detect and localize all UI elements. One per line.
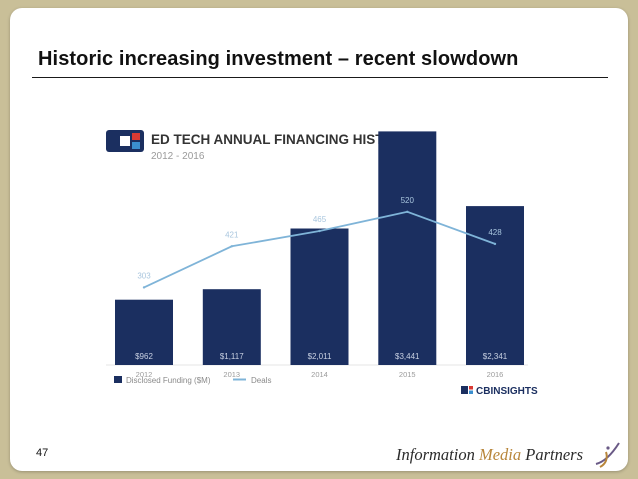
cbinsights-source-logo: CBINSIGHTS [461,386,538,397]
slide-title: Historic increasing investment – recent … [38,48,519,70]
bars-layer: $962 $1,117 $2,011 $3,441 $2,341 [115,131,524,365]
deals-point-2014 [318,229,321,233]
deals-label-2013: 421 [225,230,239,239]
legend: Disclosed Funding ($M) Deals [114,376,271,385]
deals-label-2012: 303 [137,271,151,280]
x-tick-label-2015: 2015 [399,370,416,379]
bar-2016 [466,206,524,365]
slide: Historic increasing investment – recent … [10,8,628,471]
bar-2014 [290,228,349,365]
x-tick-label-2013: 2013 [223,370,240,379]
bar-value-label-2016: $2,341 [483,352,508,361]
x-tick-labels: 2012 2013 2014 2015 2016 [136,370,504,379]
deals-point-2013 [230,245,233,248]
deals-label-2014: 465 [313,215,327,224]
x-tick-label-2012: 2012 [136,370,153,379]
x-tick-label-2016: 2016 [487,370,504,379]
x-tick-label-2014: 2014 [311,370,328,379]
brand-highlight: Media [478,445,522,464]
bar-value-label-2014: $2,011 [308,352,332,361]
deals-label-2016: 428 [488,228,502,237]
legend-label-deals: Deals [251,376,271,385]
brand-wordmark: Information Media Partners [396,445,583,465]
legend-label-funding: Disclosed Funding ($M) [126,376,211,385]
bar-value-label-2015: $3,441 [395,352,420,361]
bar-value-label-2012: $962 [135,352,153,361]
bar-2012 [115,299,173,365]
bar-2015 [378,131,437,365]
deals-point-2015 [406,210,409,213]
legend-swatch-funding [114,376,122,383]
deals-label-2015: 520 [401,196,415,205]
deals-point-2016 [493,242,497,246]
brand-suffix: Partners [521,445,583,464]
deals-line-layer: 303 421 465 520 428 [137,196,502,289]
information-media-partners-logo: Information Media Partners [396,440,626,470]
title-divider [32,77,608,78]
cb-insights-logo-icon [106,130,144,152]
brand-swoosh-icon [595,442,620,468]
chart-subtitle: 2012 - 2016 [151,151,205,162]
deals-point-2012 [142,286,146,289]
chart-title: ED TECH ANNUAL FINANCING HISTORY [151,132,412,147]
financing-chart: ED TECH ANNUAL FINANCING HISTORY 2012 - … [106,130,538,397]
page-number: 47 [36,447,49,459]
bar-2013 [202,289,261,365]
cbinsights-wordmark: CBINSIGHTS [476,386,538,397]
brand-prefix: Information [396,445,479,464]
bar-value-label-2013: $1,117 [220,352,244,361]
